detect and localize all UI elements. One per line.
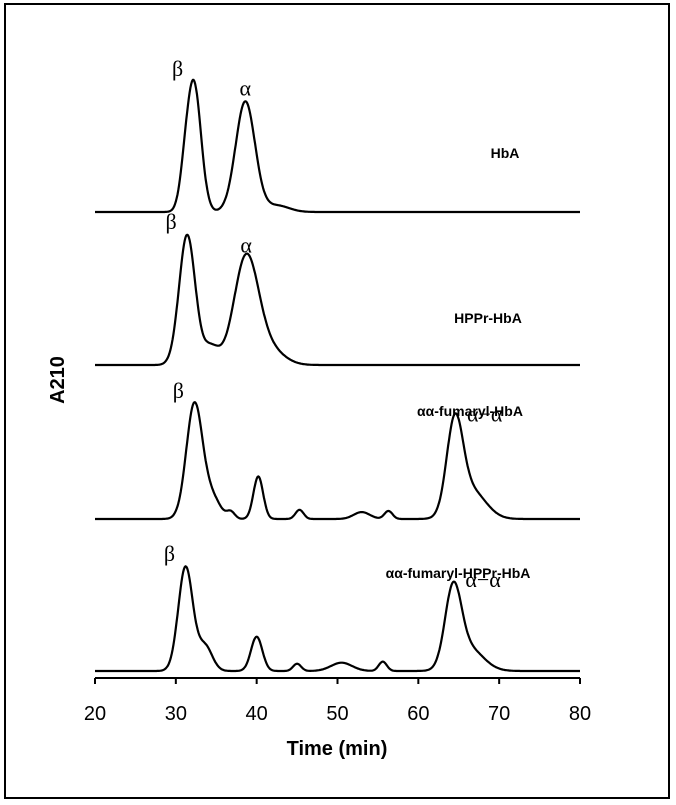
peak-label: α (240, 76, 252, 101)
peak-label: β (164, 541, 175, 566)
traces-group: HbAβαHPPr-HbAβααα-fumaryl-HbAβα−ααα-fuma… (94, 56, 581, 673)
x-tick-label: 60 (407, 703, 429, 725)
peak-label: α−α (465, 567, 501, 592)
x-tick-label: 70 (488, 703, 510, 725)
x-tick-label: 80 (569, 703, 591, 725)
peak-label: α (240, 232, 252, 257)
x-tick-label: 20 (84, 703, 106, 725)
trace-line-3 (94, 401, 581, 521)
trace-line-4 (94, 565, 581, 673)
trace-3: αα-fumaryl-HbA β α−α (94, 378, 581, 521)
x-ticks-group: 20 30 40 50 60 70 80 (84, 678, 591, 725)
trace-4: αα-fumaryl-HPPr-HbA β α−α (94, 541, 581, 673)
trace-2: HPPr-HbA β α (94, 209, 581, 367)
series-name-label: αα-fumaryl-HbA (417, 403, 523, 419)
x-tick-label: 30 (165, 703, 187, 725)
y-axis-title: A210 (47, 356, 69, 404)
x-tick-label: 40 (246, 703, 268, 725)
series-name-label: HPPr-HbA (454, 310, 522, 326)
series-name-label: αα-fumaryl-HPPr-HbA (386, 565, 531, 581)
trace-1: HbA β α (94, 56, 581, 214)
x-tick-label: 50 (326, 703, 348, 725)
peak-label: β (173, 378, 184, 403)
trace-line-2 (94, 233, 581, 367)
figure-frame (4, 3, 670, 799)
series-name-label: HbA (491, 145, 520, 161)
peak-label: β (172, 56, 183, 81)
peak-label: α−α (467, 401, 503, 426)
trace-line-1 (94, 78, 581, 214)
peak-label: β (165, 209, 176, 234)
x-axis-title: Time (min) (287, 738, 388, 760)
